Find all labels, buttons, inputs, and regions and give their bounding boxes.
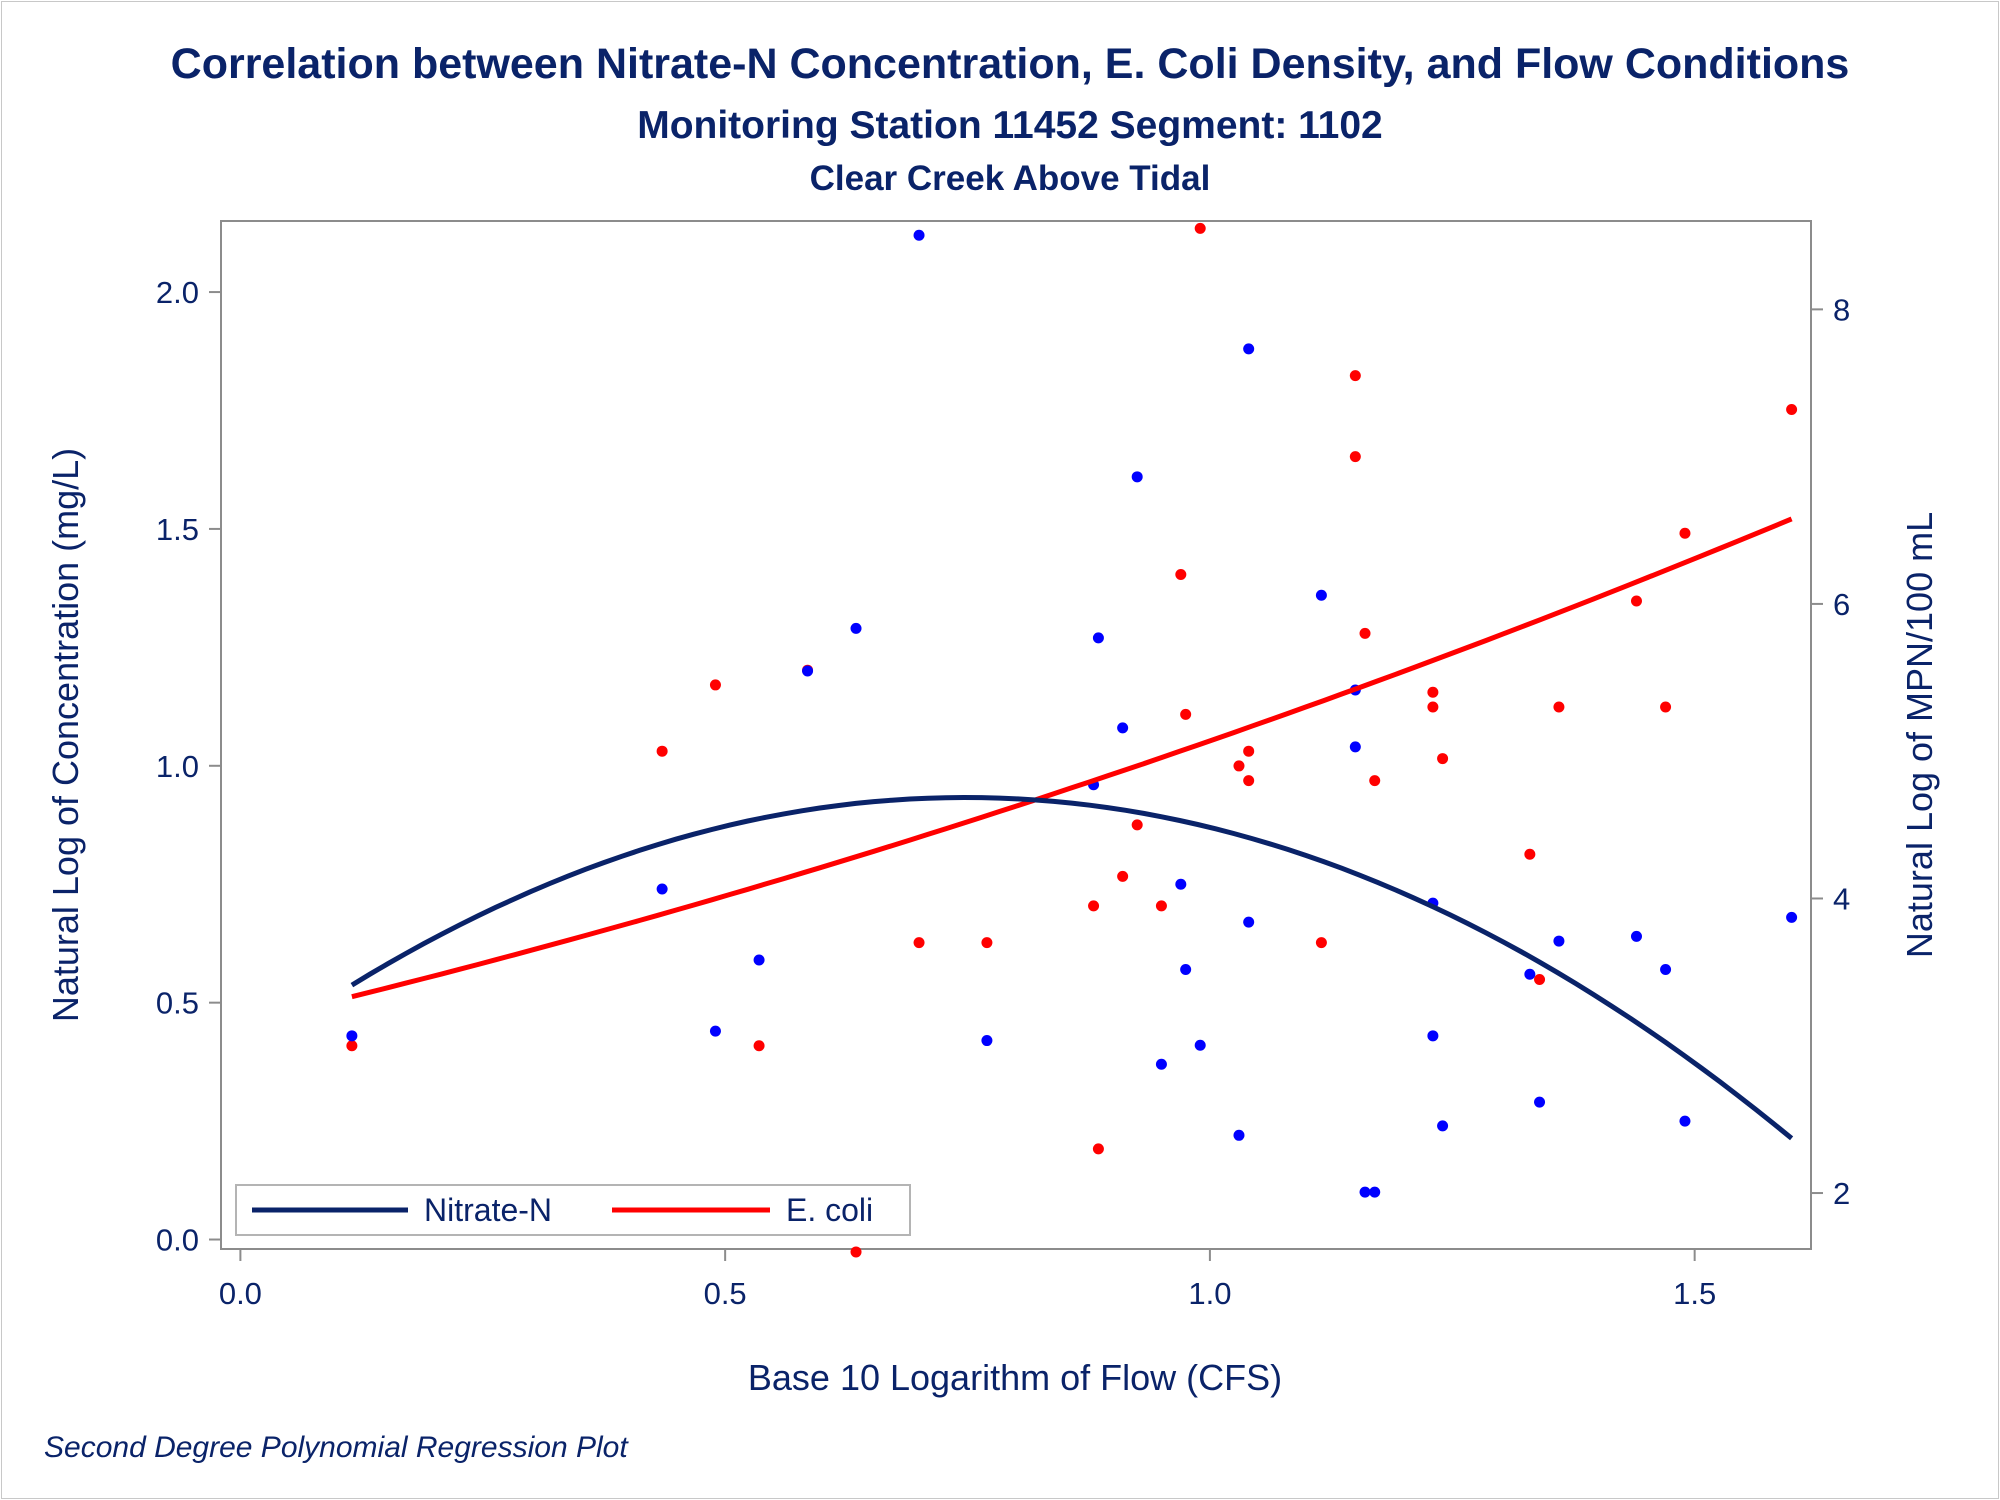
- ecoli-point: [1679, 527, 1691, 539]
- nitrate-point: [1630, 930, 1642, 942]
- nitrate-point: [1369, 1186, 1381, 1198]
- nitrate-point: [1349, 741, 1361, 753]
- y-left-tick-label: 1.5: [156, 512, 199, 547]
- ecoli-point: [1155, 900, 1167, 912]
- y-right-tick-label: 8: [1833, 292, 1850, 327]
- nitrate-point: [1155, 1058, 1167, 1070]
- nitrate-point: [1315, 589, 1327, 601]
- ecoli-point: [1092, 1143, 1104, 1155]
- nitrate-point: [913, 229, 925, 241]
- y-axis-left-label: Natural Log of Concentration (mg/L): [45, 448, 86, 1022]
- regression-lines: [350, 516, 1794, 1141]
- y-left-tick-label: 2.0: [156, 275, 199, 310]
- ecoli-point: [1359, 627, 1371, 639]
- nitrate-point: [1553, 935, 1565, 947]
- ecoli-point: [1437, 753, 1449, 765]
- nitrate-point: [1180, 963, 1192, 975]
- ecoli-point: [753, 1040, 765, 1052]
- y-axis-right: 2 4 6 8: [1811, 292, 1850, 1211]
- ecoli-point: [656, 745, 668, 757]
- x-tick-label: 1.0: [1188, 1276, 1231, 1311]
- ecoli-point: [1660, 701, 1672, 713]
- ecoli-point: [1180, 708, 1192, 720]
- ecoli-point: [1427, 701, 1439, 713]
- nitrate-point: [802, 665, 814, 677]
- nitrate-point: [709, 1025, 721, 1037]
- ecoli-point: [1553, 701, 1565, 713]
- y-axis-right-label: Natural Log of MPN/100 mL: [1899, 512, 1940, 958]
- nitrate-point: [1524, 968, 1536, 980]
- nitrate-point: [753, 954, 765, 966]
- nitrate-point: [1660, 963, 1672, 975]
- ecoli-point: [913, 937, 925, 949]
- chart-title: Correlation between Nitrate-N Concentrat…: [171, 40, 1850, 88]
- ecoli-point: [850, 1246, 862, 1258]
- legend: Nitrate-N E. coli: [235, 1184, 911, 1236]
- x-tick-label: 0.5: [704, 1276, 747, 1311]
- y-right-tick-label: 2: [1833, 1176, 1850, 1211]
- y-right-tick-label: 6: [1833, 587, 1850, 622]
- nitrate-point: [1131, 471, 1143, 483]
- y-left-tick-label: 0.5: [156, 986, 199, 1021]
- ecoli-point: [1369, 775, 1381, 787]
- ecoli-point: [1349, 370, 1361, 382]
- ecoli-point: [1243, 775, 1255, 787]
- x-tick-label: 0.0: [219, 1276, 262, 1311]
- ecoli-point: [1131, 819, 1143, 831]
- chart-subtitle-location: Clear Creek Above Tidal: [810, 159, 1211, 198]
- ecoli-point: [1315, 937, 1327, 949]
- nitrate-point: [1117, 722, 1129, 734]
- ecoli-point: [1243, 745, 1255, 757]
- nitrate-point: [1175, 878, 1187, 890]
- ecoli-point: [981, 937, 993, 949]
- nitrate-point: [1359, 1186, 1371, 1198]
- legend-ecoli-label: E. coli: [786, 1192, 873, 1228]
- ecoli-point: [1233, 760, 1245, 772]
- ecoli-point: [1088, 900, 1100, 912]
- nitrate-point: [850, 622, 862, 634]
- nitrate-point: [1243, 916, 1255, 928]
- ecoli-point: [1427, 686, 1439, 698]
- footnote: Second Degree Polynomial Regression Plot: [44, 1431, 629, 1464]
- nitrate-point: [1437, 1120, 1449, 1132]
- ecoli-point: [1534, 973, 1546, 985]
- nitrate-point: [1679, 1115, 1691, 1127]
- y-right-tick-label: 4: [1833, 881, 1850, 916]
- nitrate-point: [346, 1030, 358, 1042]
- ecoli-point: [1175, 568, 1187, 580]
- ecoli-regression-line: [351, 516, 1793, 1000]
- x-tick-label: 1.5: [1673, 1276, 1716, 1311]
- nitrate-point: [1786, 911, 1798, 923]
- ecoli-point: [1349, 451, 1361, 463]
- x-axis: 0.0 0.5 1.0 1.5: [219, 1249, 1716, 1311]
- nitrate-point: [656, 883, 668, 895]
- y-left-tick-label: 0.0: [156, 1223, 199, 1258]
- ecoli-point: [1786, 404, 1798, 416]
- ecoli-point: [1117, 870, 1129, 882]
- nitrate-regression-line: [350, 794, 1794, 1141]
- ecoli-point: [1630, 595, 1642, 607]
- ecoli-point: [1194, 222, 1206, 234]
- chart-subtitle: Monitoring Station 11452 Segment: 1102: [637, 104, 1383, 147]
- legend-nitrate-label: Nitrate-N: [424, 1192, 552, 1228]
- ecoli-point: [709, 679, 721, 691]
- nitrate-point: [981, 1035, 993, 1047]
- ecoli-point: [1524, 848, 1536, 860]
- nitrate-point: [1243, 343, 1255, 355]
- x-axis-label: Base 10 Logarithm of Flow (CFS): [748, 1357, 1282, 1398]
- nitrate-point: [1233, 1129, 1245, 1141]
- ecoli-point: [346, 1040, 358, 1052]
- y-axis-left: 0.0 0.5 1.0 1.5 2.0: [156, 275, 221, 1258]
- plot-area: [220, 220, 1812, 1250]
- nitrate-point: [1534, 1096, 1546, 1108]
- scatter-points: [346, 222, 1798, 1258]
- y-left-tick-label: 1.0: [156, 749, 199, 784]
- nitrate-point: [1427, 1030, 1439, 1042]
- nitrate-point: [1092, 632, 1104, 644]
- nitrate-point: [1194, 1039, 1206, 1051]
